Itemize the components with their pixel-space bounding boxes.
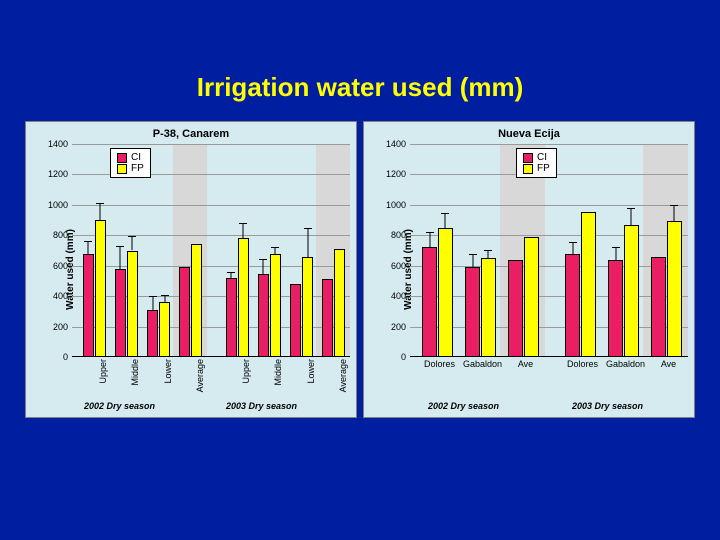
legend-label-fp-r: FP [537, 163, 550, 174]
legend-label-ci: CI [131, 152, 141, 163]
slide-title: Irrigation water used (mm) [0, 0, 720, 121]
y-tick: 1200 [380, 169, 406, 179]
y-tick: 0 [380, 352, 406, 362]
legend-swatch-ci [117, 153, 127, 163]
bar-fp [438, 228, 453, 357]
y-tick: 1000 [42, 200, 68, 210]
y-tick: 1200 [42, 169, 68, 179]
panel-title-right: Nueva Ecija [364, 128, 694, 140]
legend-swatch-fp-r [523, 164, 533, 174]
x-tick-label: Ave [649, 359, 689, 369]
legend-row-ci: CI [117, 152, 144, 163]
bar-fp [191, 244, 202, 357]
legend-row-fp: FP [117, 163, 144, 174]
bar-fp [581, 212, 596, 357]
y-tick: 1000 [380, 200, 406, 210]
bar-fp [270, 254, 281, 357]
x-tick-label: Upper [241, 359, 251, 384]
y-tick: 400 [380, 291, 406, 301]
bar-fp [334, 249, 345, 357]
y-tick: 200 [380, 322, 406, 332]
y-tick: 800 [42, 230, 68, 240]
y-tick: 1400 [42, 139, 68, 149]
x-tick-label: Lower [306, 359, 316, 384]
panel-title-left: P-38, Canarem [26, 128, 356, 140]
x-tick-label: Gabaldon [463, 359, 503, 369]
bar-ci [608, 260, 623, 357]
x-tick-label: Average [195, 359, 205, 392]
y-tick: 200 [42, 322, 68, 332]
charts-row: P-38, Canarem Water used (mm) 0200400600… [0, 121, 720, 418]
x-tick-label: Lower [163, 359, 173, 384]
x-tick-label: Ave [506, 359, 546, 369]
legend-left: CI FP [110, 148, 151, 178]
bar-fp [667, 221, 682, 357]
legend-row-fp-r: FP [523, 163, 550, 174]
bar-fp [524, 237, 539, 357]
bar-ci [465, 267, 480, 357]
bar-fp [159, 302, 170, 357]
season-label-left-2003: 2003 Dry season [226, 401, 297, 411]
legend-label-fp: FP [131, 163, 144, 174]
chart-panel-ecija: Nueva Ecija Water used (mm) 020040060080… [363, 121, 695, 418]
y-tick: 600 [42, 261, 68, 271]
bar-fp [95, 220, 106, 357]
bar-ci [179, 267, 190, 357]
season-label-right-2002: 2002 Dry season [428, 401, 499, 411]
season-label-left-2002: 2002 Dry season [84, 401, 155, 411]
legend-row-ci-r: CI [523, 152, 550, 163]
bar-ci [422, 247, 437, 357]
x-tick-label: Middle [273, 359, 283, 386]
y-tick: 0 [42, 352, 68, 362]
x-tick-label: Average [338, 359, 348, 392]
bar-fp [302, 257, 313, 357]
x-tick-label: Dolores [420, 359, 460, 369]
legend-label-ci-r: CI [537, 152, 547, 163]
bar-ci [651, 257, 666, 357]
y-tick: 800 [380, 230, 406, 240]
legend-swatch-fp [117, 164, 127, 174]
x-tick-label: Middle [130, 359, 140, 386]
y-tick: 400 [42, 291, 68, 301]
x-tick-label: Dolores [563, 359, 603, 369]
bar-ci [83, 254, 94, 357]
bar-ci [290, 284, 301, 357]
x-tick-label: Upper [98, 359, 108, 384]
bar-fp [481, 258, 496, 357]
x-tick-label: Gabaldon [606, 359, 646, 369]
y-tick: 600 [380, 261, 406, 271]
y-tick: 1400 [380, 139, 406, 149]
bar-ci [508, 260, 523, 357]
season-label-right-2003: 2003 Dry season [572, 401, 643, 411]
bar-fp [127, 251, 138, 358]
legend-swatch-ci-r [523, 153, 533, 163]
bar-ci [322, 279, 333, 357]
bar-fp [624, 225, 639, 357]
bar-fp [238, 238, 249, 357]
bar-ci [226, 278, 237, 357]
legend-right: CI FP [516, 148, 557, 178]
bar-ci [115, 269, 126, 357]
bar-ci [147, 310, 158, 357]
bar-ci [565, 254, 580, 357]
bar-ci [258, 274, 269, 357]
chart-panel-canarem: P-38, Canarem Water used (mm) 0200400600… [25, 121, 357, 418]
